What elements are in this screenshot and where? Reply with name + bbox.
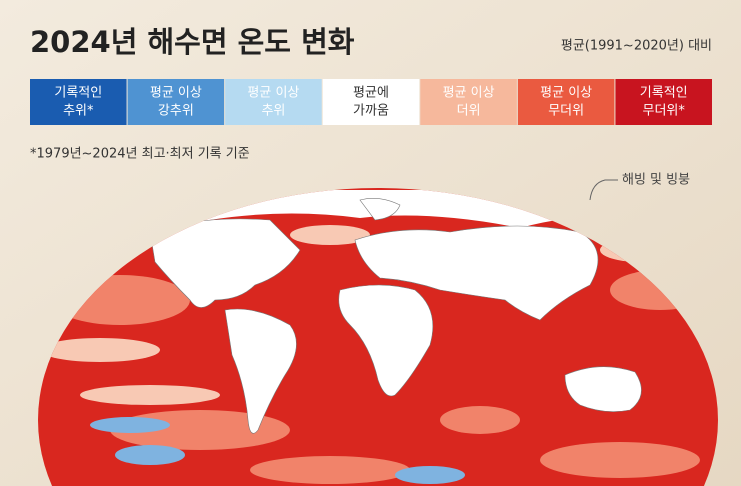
legend-label: 무더위	[548, 104, 584, 119]
legend-label: 기록적인	[640, 86, 688, 101]
legend-label: 기록적인	[54, 86, 102, 101]
legend-label: 평균 이상	[540, 86, 592, 101]
legend-label: 강추위	[158, 104, 194, 119]
legend-label: 평균 이상	[247, 86, 299, 101]
map-annotation: 해빙 및 빙붕	[622, 173, 690, 188]
subtitle: 평균(1991~2020년) 대비	[561, 39, 712, 54]
legend-swatch	[420, 79, 517, 125]
legend-swatch	[615, 79, 712, 125]
legend-label: 무더위*	[643, 104, 686, 119]
footnote: *1979년~2024년 최고·최저 기록 기준	[30, 147, 250, 162]
legend-swatch	[30, 79, 127, 125]
continents	[149, 198, 642, 434]
legend-swatch	[517, 79, 615, 125]
legend-label: 가까움	[353, 104, 389, 119]
annotation-leader	[589, 179, 618, 201]
legend-label: 더위	[457, 104, 481, 119]
legend-swatch	[225, 79, 322, 125]
legend-label: 추위	[261, 104, 285, 119]
legend-swatch	[127, 79, 225, 125]
legend-label: 평균 이상	[443, 86, 495, 101]
legend-label: 평균 이상	[150, 86, 202, 101]
legend-label: 평균에	[353, 86, 389, 101]
title: 2024년 해수면 온도 변화	[30, 25, 355, 59]
legend-swatch	[322, 79, 420, 125]
legend-label: 추위*	[63, 104, 94, 119]
